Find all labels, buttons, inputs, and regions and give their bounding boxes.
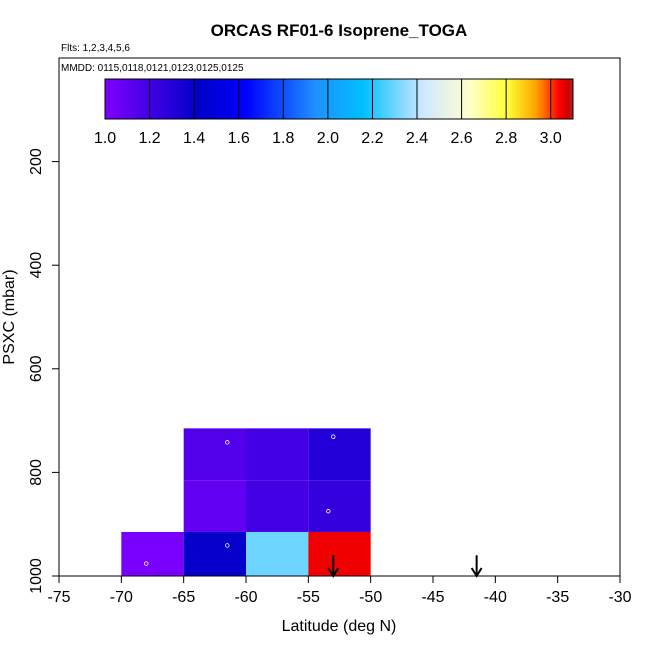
colorbar-gradient	[104, 78, 574, 120]
x-tick-label: -60	[234, 589, 257, 606]
heatmap-cell	[246, 480, 309, 532]
location-arrow	[470, 555, 483, 578]
flights-label: Flts: 1,2,3,4,5,6	[61, 43, 130, 54]
heatmap-cells	[121, 428, 371, 576]
heatmap-cell	[308, 428, 371, 481]
x-tick-label: -55	[297, 589, 320, 606]
x-tick-label: -40	[484, 589, 507, 606]
colorbar-tick-label: 2.6	[450, 130, 472, 147]
y-tick-label: 800	[28, 459, 45, 486]
y-axis: 200 400 600 800 1000	[28, 148, 59, 594]
heatmap-cell	[246, 428, 309, 481]
colorbar-tick-label: 2.2	[361, 130, 383, 147]
colorbar-tick-label: 1.0	[94, 130, 116, 147]
dates-label: MMDD: 0115,0118,0121,0123,0125,0125	[61, 63, 244, 74]
x-tick-label: -75	[47, 589, 70, 606]
x-tick-label: -65	[172, 589, 195, 606]
x-tick-label: -45	[421, 589, 444, 606]
heatmap-cell	[308, 480, 371, 532]
heatmap-cell	[183, 480, 246, 532]
colorbar-tick-label: 2.0	[317, 130, 339, 147]
plot-frame	[58, 57, 621, 577]
y-axis-title: PSXC (mbar)	[1, 269, 18, 364]
sample-points	[144, 434, 336, 566]
colorbar-tick-label: 2.8	[495, 130, 517, 147]
sample-point	[331, 434, 336, 439]
x-tick-label: -35	[546, 589, 569, 606]
x-tick-label: -30	[608, 589, 631, 606]
y-tick-label: 400	[28, 252, 45, 279]
heatmap-cell	[121, 531, 184, 576]
sample-point	[144, 561, 149, 566]
heatmap-cell	[183, 428, 246, 481]
sample-point	[326, 509, 331, 514]
x-axis: -75 -70 -65 -60 -55 -50 -45 -40 -35 -30	[47, 576, 632, 606]
sample-point	[225, 543, 230, 548]
colorbar-tick-label: 1.2	[138, 130, 160, 147]
sample-point	[225, 440, 230, 445]
chart-title: ORCAS RF01-6 Isoprene_TOGA	[211, 21, 468, 40]
colorbar: 1.0 1.2 1.4 1.6 1.8 2.0 2.2 2.4 2.6 2.8 3.0	[94, 78, 574, 147]
colorbar-tick-label: 1.4	[183, 130, 205, 147]
heatmap-cell	[308, 531, 371, 576]
x-tick-label: -70	[110, 589, 133, 606]
y-tick-label: 1000	[28, 558, 45, 594]
colorbar-tick-label: 2.4	[406, 130, 428, 147]
heatmap-cell	[246, 531, 309, 576]
colorbar-tick-label: 3.0	[540, 130, 562, 147]
heatmap-cell	[183, 531, 246, 576]
colorbar-tick-label: 1.6	[228, 130, 250, 147]
x-tick-label: -50	[359, 589, 382, 606]
colorbar-tick-label: 1.8	[272, 130, 294, 147]
y-tick-label: 600	[28, 355, 45, 382]
x-axis-title: Latitude (deg N)	[282, 618, 397, 635]
y-tick-label: 200	[28, 148, 45, 175]
